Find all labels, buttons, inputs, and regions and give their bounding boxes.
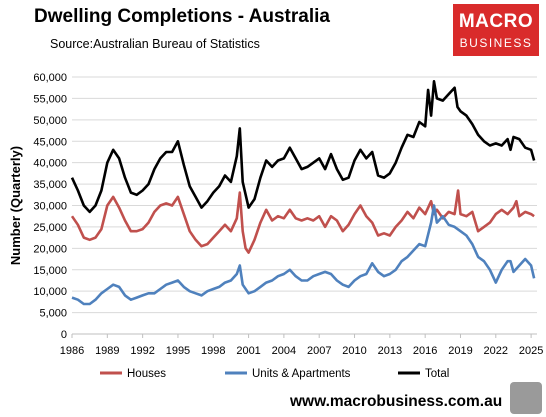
gridlines (72, 76, 537, 314)
wolf-icon (510, 382, 542, 414)
source-note: Source:Australian Bureau of Statistics (50, 37, 260, 51)
y-tick-label: 50,000 (33, 115, 67, 127)
chart-title: Dwelling Completions - Australia (34, 6, 330, 27)
y-tick-label: 55,000 (33, 93, 67, 105)
x-tick-labels: 1986 1989 1992 1995 1998 2001 2004 2007 2010 2013… (60, 334, 543, 357)
x-tick-label: 1992 (130, 345, 154, 357)
x-tick-label: 2007 (307, 345, 331, 357)
legend-label-houses: Houses (127, 368, 166, 380)
logo-line-2: BUSINESS (459, 36, 533, 50)
x-tick-label: 1989 (95, 345, 119, 357)
y-tick-label: 10,000 (33, 286, 67, 298)
x-tick-label: 2022 (484, 345, 508, 357)
y-tick-label: 20,000 (33, 243, 67, 255)
series-lines (70, 80, 536, 306)
y-tick-labels: 0 5,000 10,000 15,000 20,000 25,000 30,000 35,0… (33, 72, 67, 341)
x-tick-label: 2004 (272, 345, 296, 357)
legend-label-total: Total (425, 368, 449, 380)
x-tick-label: 2025 (519, 345, 543, 357)
x-tick-label: 2019 (448, 345, 472, 357)
x-tick-label: 2016 (413, 345, 437, 357)
series-line-total (70, 80, 536, 214)
series-line-houses (70, 189, 535, 254)
y-tick-label: 45,000 (33, 136, 67, 148)
legend-label-units-apartments: Units & Apartments (252, 368, 351, 380)
y-tick-label: 5,000 (39, 308, 67, 320)
y-tick-label: 25,000 (33, 222, 67, 234)
x-tick-label: 1986 (60, 345, 84, 357)
x-tick-label: 1998 (201, 345, 225, 357)
series-line-units-apartments (71, 204, 536, 306)
y-tick-label: 15,000 (33, 265, 67, 277)
y-tick-label: 30,000 (33, 201, 67, 213)
y-tick-label: 40,000 (33, 158, 67, 170)
x-tick-label: 2010 (342, 345, 366, 357)
y-tick-label: 60,000 (33, 72, 67, 84)
legend: Houses Units & Apartments Total (100, 368, 449, 380)
website-url[interactable]: www.macrobusiness.com.au (290, 393, 503, 410)
y-tick-label: 35,000 (33, 179, 67, 191)
x-tick-label: 2001 (236, 345, 260, 357)
y-axis-title: Number (Quarterly) (8, 146, 23, 265)
macrobusiness-logo[interactable]: MACRO BUSINESS (453, 4, 539, 56)
y-tick-label: 0 (61, 329, 67, 341)
logo-line-1: MACRO (458, 11, 534, 32)
x-tick-label: 2013 (378, 345, 402, 357)
x-tick-label: 1995 (166, 345, 190, 357)
